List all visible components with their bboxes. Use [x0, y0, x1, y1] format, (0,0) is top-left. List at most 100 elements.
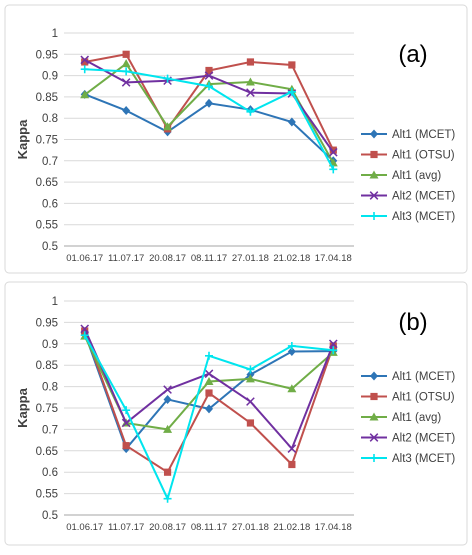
- chart-panel-a: 0.5 0.55 0.6 0.65 0.7 0.75 0.8 0.85 0.9 0.95 1 01.0…: [4, 4, 468, 274]
- legend-item: Alt1 (MCET): [361, 129, 455, 141]
- legend-item: Alt1 (OTSU): [361, 392, 455, 404]
- data-point: [287, 341, 296, 350]
- y-tick-label: 0.5: [42, 241, 58, 253]
- legend-label: Alt2 (MCET): [392, 433, 455, 445]
- legend-swatch-marker: [370, 129, 378, 139]
- legend-label: Alt2 (MCET): [392, 191, 455, 203]
- data-point: [80, 65, 89, 74]
- legend-item: Alt2 (MCET): [361, 191, 455, 203]
- y-tick-label: 0.8: [42, 382, 58, 394]
- y-tick-label: 0.85: [36, 92, 58, 104]
- data-point: [246, 419, 255, 427]
- legend-label: Alt3 (MCET): [392, 211, 455, 223]
- y-tick-label: 0.7: [42, 424, 58, 436]
- data-point: [288, 61, 296, 69]
- data-point: [163, 468, 172, 476]
- data-point: [163, 74, 172, 83]
- legend: Alt1 (MCET) Alt1 (OTSU) Alt1 (avg) Alt2 (MC…: [361, 371, 455, 465]
- y-tick-label: 0.75: [36, 135, 58, 147]
- data-point: [163, 385, 172, 394]
- legend-item: Alt3 (MCET): [361, 211, 455, 223]
- x-tick-label: 11.07.17: [108, 253, 144, 264]
- chart-panel-b: 0.5 0.55 0.6 0.65 0.7 0.75 0.8 0.85 0.9 0.95 1 01.0…: [4, 281, 468, 546]
- data-point: [287, 444, 297, 453]
- x-tick-label: 01.06.17: [66, 253, 103, 264]
- data-point: [287, 117, 296, 127]
- data-point: [328, 147, 338, 157]
- data-point: [246, 397, 255, 406]
- y-tick-label: 0.55: [36, 489, 58, 501]
- series-alt3-mcet: [80, 65, 338, 174]
- legend-swatch-marker: [370, 371, 378, 381]
- x-tick-label: 08.11.17: [191, 253, 227, 264]
- y-tick-label: 0.95: [36, 317, 58, 329]
- y-axis-label: Kappa: [15, 119, 30, 160]
- data-point: [122, 106, 131, 116]
- legend-label: Alt1 (avg): [392, 412, 441, 424]
- series-alt3-mcet: [80, 331, 338, 503]
- legend-item: Alt3 (MCET): [361, 453, 455, 465]
- y-tick-label: 0.7: [42, 156, 58, 168]
- y-axis-label: Kappa: [15, 387, 30, 428]
- data-point: [163, 424, 173, 433]
- data-point: [246, 107, 255, 116]
- data-point: [204, 71, 214, 80]
- legend-item: Alt1 (avg): [361, 412, 441, 424]
- x-tick-label: 11.07.17: [108, 522, 144, 533]
- y-tick-label: 0.9: [42, 71, 58, 83]
- legend: Alt1 (MCET) Alt1 (OTSU) Alt1 (avg) Alt2 (MC…: [361, 129, 455, 223]
- data-point: [205, 66, 213, 75]
- y-tick-label: 1: [52, 28, 58, 40]
- data-point: [205, 98, 213, 108]
- legend-item: Alt2 (MCET): [361, 433, 455, 445]
- data-point: [204, 376, 214, 385]
- data-point: [80, 90, 90, 99]
- data-point: [329, 146, 337, 154]
- data-point: [246, 365, 255, 374]
- y-tick-label: 0.85: [36, 360, 58, 372]
- data-point: [205, 351, 213, 360]
- data-point: [328, 339, 338, 349]
- legend-label: Alt1 (OTSU): [392, 392, 455, 404]
- legend-swatch-marker: [369, 170, 379, 179]
- legend-label: Alt1 (MCET): [392, 129, 455, 141]
- x-tick-label: 21.02.18: [273, 522, 310, 533]
- x-tick-label: 20.08.17: [149, 253, 186, 264]
- x-tick-label: 27.01.18: [232, 522, 269, 533]
- legend-swatch-marker: [369, 412, 379, 421]
- data-point: [246, 88, 255, 97]
- legend-swatch-marker: [370, 150, 378, 159]
- y-tick-label: 0.6: [42, 467, 58, 479]
- data-point: [122, 442, 130, 450]
- data-point: [205, 404, 213, 414]
- y-tick-label: 1: [52, 296, 58, 308]
- data-point: [122, 50, 130, 58]
- data-point: [287, 347, 296, 357]
- data-point: [329, 165, 338, 174]
- data-point: [121, 418, 131, 428]
- data-point: [163, 394, 172, 404]
- legend-label: Alt1 (avg): [392, 170, 441, 182]
- x-tick-label: 17.04.18: [315, 253, 352, 264]
- data-point: [205, 82, 213, 91]
- legend-item: Alt1 (MCET): [361, 371, 455, 383]
- data-point: [80, 55, 90, 65]
- data-point: [121, 78, 131, 87]
- y-tick-label: 0.75: [36, 403, 58, 415]
- data-point: [329, 346, 338, 355]
- y-tick-label: 0.5: [42, 510, 58, 522]
- y-tick-label: 0.6: [42, 198, 58, 210]
- data-point: [204, 369, 214, 379]
- x-tick-label: 20.08.17: [149, 522, 186, 533]
- data-point: [80, 324, 90, 334]
- data-point: [121, 59, 131, 68]
- data-point: [205, 389, 213, 397]
- data-point: [163, 122, 173, 131]
- legend-swatch-marker: [370, 392, 378, 401]
- data-point: [122, 67, 131, 76]
- legend-item: Alt1 (OTSU): [361, 150, 455, 162]
- legend-label: Alt3 (MCET): [392, 453, 455, 465]
- x-tick-label: 27.01.18: [232, 253, 269, 264]
- y-tick-label: 0.8: [42, 113, 58, 125]
